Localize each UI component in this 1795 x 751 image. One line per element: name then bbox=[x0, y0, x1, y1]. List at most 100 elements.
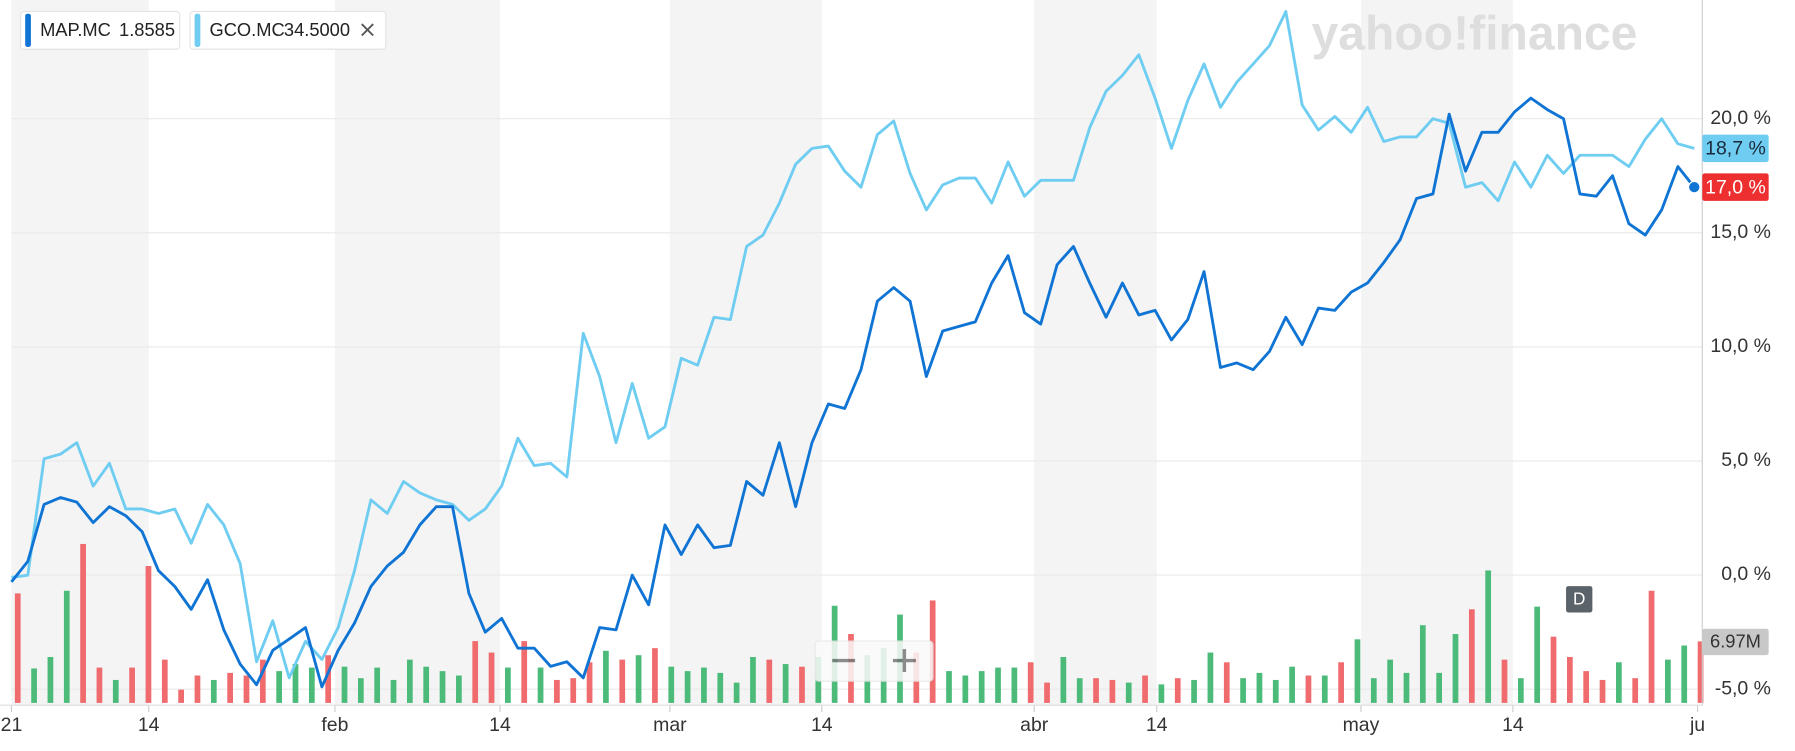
badge-box bbox=[1566, 586, 1593, 613]
volume-bar bbox=[1109, 679, 1116, 703]
volume-bar bbox=[308, 667, 315, 703]
x-tick-label: abr bbox=[1020, 714, 1049, 736]
volume-bar bbox=[1223, 662, 1230, 703]
volume-bar bbox=[292, 664, 299, 703]
background bbox=[11, 0, 1513, 706]
volume-bar bbox=[1076, 678, 1083, 703]
volume-bar bbox=[1648, 590, 1655, 703]
y-tick-label: -5,0 % bbox=[1715, 677, 1771, 699]
x-tick-label: mar bbox=[653, 714, 687, 736]
volume-bar bbox=[1681, 645, 1688, 703]
volume-bar bbox=[472, 641, 479, 703]
volume-bar bbox=[537, 667, 544, 703]
period-shade bbox=[11, 0, 149, 706]
volume-label: 6.97M bbox=[1710, 630, 1761, 651]
volume-bar bbox=[1207, 652, 1214, 703]
volume-bar bbox=[129, 667, 135, 703]
volume-bar bbox=[1517, 678, 1524, 703]
volume-bar bbox=[31, 668, 37, 703]
grid: 21 14 feb 14 mar 14 abr 14 may 14 ju 20,0 % 15,0 % 10… bbox=[1, 107, 1771, 736]
volume-bar bbox=[1305, 675, 1312, 703]
volume-bar bbox=[1289, 666, 1295, 703]
volume-bar bbox=[1354, 639, 1361, 703]
legend-price: 1.8585 bbox=[119, 19, 175, 40]
x-tick-label: 14 bbox=[811, 714, 833, 736]
volume-bar bbox=[374, 667, 381, 703]
remove-series[interactable] bbox=[361, 23, 374, 37]
right-badges: 17,0 % 18,7 % 6.97M bbox=[1702, 134, 1769, 656]
x-tick-label: 14 bbox=[1146, 714, 1168, 736]
volume-bar bbox=[112, 679, 119, 703]
volume-bar bbox=[1191, 679, 1197, 703]
last-value-label: 17,0 % bbox=[1705, 176, 1766, 198]
y-tick-label: 10,0 % bbox=[1710, 335, 1771, 357]
volume-bar bbox=[766, 659, 773, 703]
volume-bars bbox=[14, 543, 1704, 703]
volume-bar bbox=[1142, 675, 1148, 703]
volume-bar bbox=[406, 659, 413, 703]
volume-bar bbox=[439, 671, 446, 703]
volume-bar bbox=[619, 659, 626, 703]
legend-name: GCO.MC bbox=[209, 19, 284, 40]
volume-bar bbox=[1436, 672, 1443, 703]
volume-bar bbox=[1060, 656, 1067, 703]
y-tick-label: 0,0 % bbox=[1721, 563, 1771, 585]
volume-bar bbox=[1403, 672, 1410, 703]
volume-bar bbox=[341, 666, 348, 703]
volume-bar bbox=[1501, 659, 1508, 703]
legend-name: MAP.MC bbox=[40, 19, 111, 40]
volume-bar bbox=[603, 650, 609, 703]
x-tick-label: 14 bbox=[489, 714, 511, 736]
y-tick-label: 5,0 % bbox=[1721, 449, 1771, 471]
x-tick-label: 14 bbox=[138, 714, 160, 736]
volume-bar bbox=[14, 593, 21, 703]
volume-bar bbox=[357, 678, 364, 703]
volume-bar bbox=[194, 675, 201, 703]
volume-bar bbox=[1272, 679, 1279, 703]
last-point bbox=[1687, 180, 1701, 194]
volume-bar bbox=[227, 672, 233, 703]
volume-bar bbox=[1240, 678, 1246, 703]
chip-box bbox=[189, 10, 387, 50]
volume-bar bbox=[635, 655, 642, 703]
last-value-label: 18,7 % bbox=[1705, 138, 1766, 160]
interval-badge[interactable]: D bbox=[1566, 586, 1593, 613]
volume-bar bbox=[145, 566, 152, 703]
volume-bar bbox=[750, 656, 756, 703]
volume-bar bbox=[243, 675, 250, 703]
volume-bar bbox=[178, 689, 184, 703]
x-tick-label: may bbox=[1343, 714, 1380, 736]
volume-bar bbox=[505, 667, 511, 703]
x-tick-label: 14 bbox=[1502, 714, 1524, 736]
legend-chip[interactable]: MAP.MC 1.8585 bbox=[20, 10, 181, 50]
zoom-control[interactable] bbox=[814, 640, 934, 682]
volume-bar bbox=[1370, 678, 1377, 703]
volume-bar bbox=[652, 648, 658, 703]
volume-badge bbox=[1702, 628, 1769, 656]
volume-bar bbox=[276, 671, 283, 703]
volume-bar bbox=[1550, 636, 1557, 703]
volume-bar bbox=[570, 678, 577, 703]
volume-bar bbox=[1566, 656, 1573, 703]
period-shade bbox=[1034, 0, 1157, 706]
legend: MAP.MC 1.8585 GCO.MC 34.5000 bbox=[20, 10, 387, 50]
volume-bar bbox=[1044, 682, 1050, 703]
volume-bar bbox=[946, 671, 952, 703]
x-tick-label: ju bbox=[1689, 714, 1705, 736]
legend-chip[interactable]: GCO.MC 34.5000 bbox=[189, 10, 387, 50]
volume-bar bbox=[684, 671, 691, 703]
volume-bar bbox=[1632, 678, 1639, 703]
volume-bar bbox=[1321, 675, 1328, 703]
volume-bar bbox=[1534, 606, 1541, 703]
volume-bar bbox=[1697, 641, 1704, 703]
volume-bar bbox=[47, 656, 54, 703]
volume-bar bbox=[586, 662, 593, 703]
chip-color bbox=[194, 13, 201, 47]
chip-color bbox=[25, 13, 31, 47]
last-value-badge bbox=[1702, 134, 1769, 163]
volume-bar bbox=[390, 679, 397, 703]
volume-bar bbox=[1387, 659, 1393, 703]
x-tick-label: 21 bbox=[1, 714, 23, 736]
volume-bar bbox=[1665, 659, 1671, 703]
volume-bar bbox=[161, 659, 168, 703]
